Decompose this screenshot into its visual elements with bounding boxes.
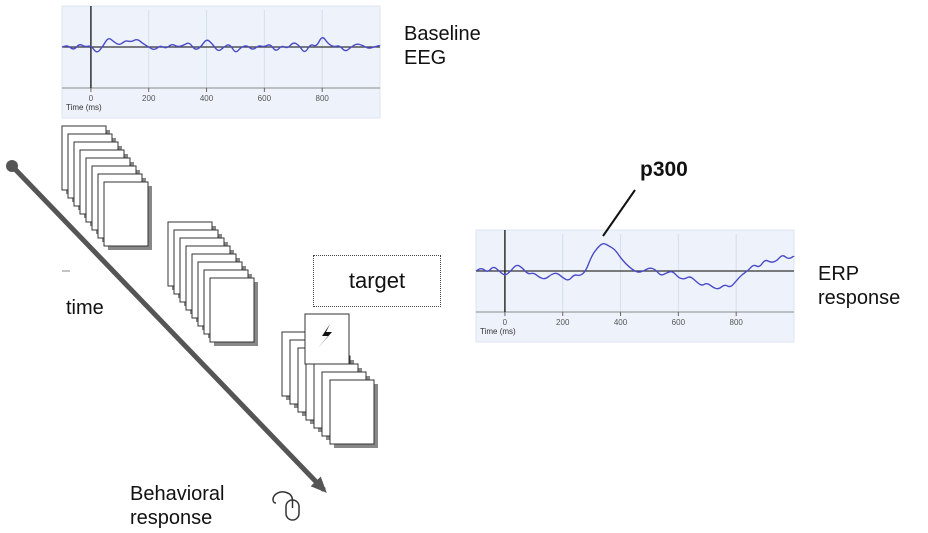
x-axis-label: Time (ms)	[66, 103, 102, 112]
plot-background	[61, 5, 381, 119]
mouse-icon	[272, 491, 300, 521]
p300-label: p300	[640, 158, 688, 181]
stimulus-stack-1	[61, 125, 152, 250]
time-arrow	[10, 164, 327, 493]
baseline-eeg-label: Baseline EEG	[404, 22, 481, 70]
p300-pointer	[602, 189, 636, 237]
x-tick-label: 800	[730, 318, 744, 327]
x-tick-label: 400	[614, 318, 628, 327]
x-tick-label: 200	[142, 94, 156, 103]
behavioral-response-label: Behavioral response	[130, 482, 225, 530]
target-card	[304, 313, 350, 365]
erp-label-line1: ERP	[818, 263, 860, 285]
time-label: time	[66, 297, 104, 319]
x-tick-label: 600	[258, 94, 272, 103]
x-tick-label: 200	[556, 318, 570, 327]
stimulus-stack-target	[281, 313, 378, 448]
stimulus-card	[329, 379, 375, 445]
eeg-trace	[475, 243, 795, 290]
x-tick-label: 0	[503, 318, 508, 327]
behavioral-label-line1: Behavioral	[130, 483, 225, 505]
behavioral-label-line2: response	[130, 507, 213, 529]
baseline-label-line1: Baseline	[404, 23, 481, 45]
erp-response-plot: 0 200 400 600 800 Time (ms)	[475, 229, 795, 343]
eeg-trace	[61, 37, 381, 53]
erp-label-line2: response	[818, 287, 901, 309]
erp-response-label: ERP response	[818, 262, 900, 310]
plot-background	[475, 229, 795, 343]
stimulus-stack-2	[167, 221, 258, 346]
baseline-label-line2: EEG	[404, 47, 447, 69]
x-tick-label: 400	[200, 94, 214, 103]
x-tick-label: 800	[316, 94, 330, 103]
flash-icon	[318, 324, 332, 348]
x-axis-label: Time (ms)	[480, 327, 516, 336]
time-arrow-start	[6, 160, 18, 172]
x-tick-label: 600	[672, 318, 686, 327]
target-box: target	[313, 255, 441, 307]
baseline-eeg-plot: 0 200 400 600 800 Time (ms)	[61, 5, 381, 119]
stimulus-card	[103, 181, 149, 247]
stimulus-card	[209, 277, 255, 343]
x-tick-label: 0	[89, 94, 94, 103]
